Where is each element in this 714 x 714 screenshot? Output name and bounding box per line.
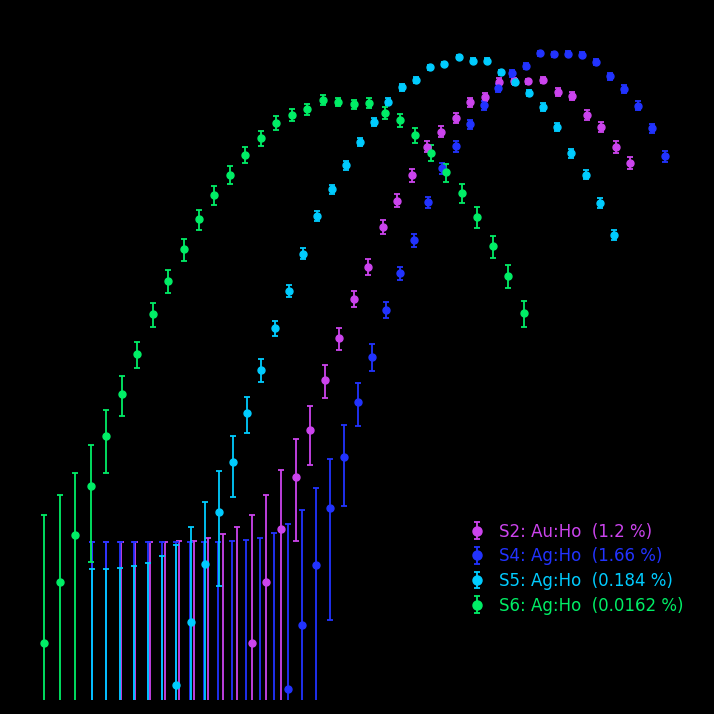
Legend: S2: Au:Ho  (1.2 %), S4: Ag:Ho  (1.66 %), S5: Ag:Ho  (0.184 %), S6: Ag:Ho  (0.016: S2: Au:Ho (1.2 %), S4: Ag:Ho (1.66 %), S… xyxy=(452,514,691,623)
